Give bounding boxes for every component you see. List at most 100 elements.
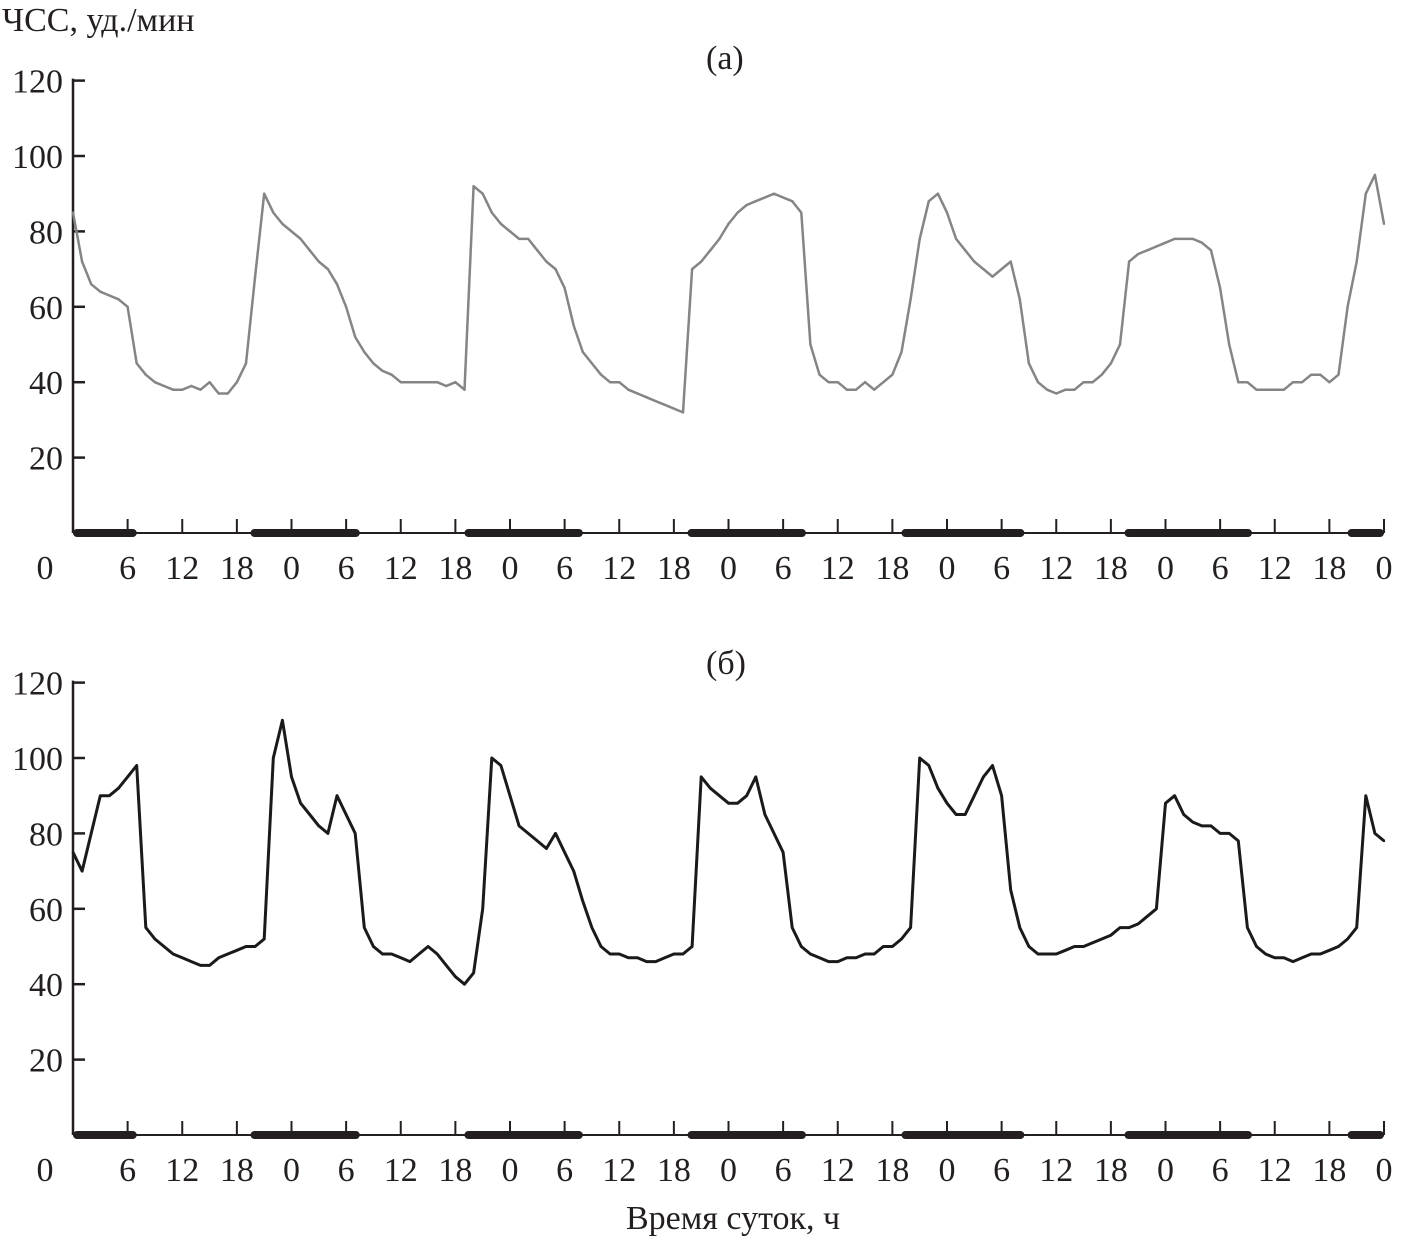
data-point bbox=[1036, 381, 1040, 384]
data-point bbox=[299, 237, 302, 241]
data-point bbox=[399, 956, 402, 960]
data-point bbox=[1182, 237, 1185, 241]
data-point bbox=[572, 869, 575, 873]
data-point bbox=[135, 764, 138, 767]
data-point bbox=[290, 775, 293, 779]
y-tick-label: 60 bbox=[29, 290, 63, 327]
data-point bbox=[772, 192, 776, 195]
data-point bbox=[1273, 956, 1276, 960]
data-point bbox=[590, 926, 594, 929]
data-point bbox=[763, 196, 767, 199]
data-point bbox=[1009, 260, 1012, 263]
data-point bbox=[1209, 249, 1213, 252]
x-tick-label: 18 bbox=[220, 1152, 254, 1189]
night-period-bar bbox=[250, 529, 360, 537]
y-tick-label: 120 bbox=[12, 64, 63, 101]
data-point bbox=[417, 381, 421, 384]
data-point bbox=[1027, 945, 1031, 948]
data-point bbox=[99, 290, 102, 293]
x-tick-label: 0 bbox=[502, 550, 519, 587]
data-point bbox=[727, 802, 730, 805]
data-point bbox=[390, 952, 393, 956]
data-point bbox=[945, 802, 949, 805]
data-point bbox=[445, 384, 448, 388]
data-point bbox=[1191, 237, 1195, 241]
night-period-bar bbox=[1347, 1131, 1384, 1139]
data-point bbox=[836, 381, 839, 384]
data-point bbox=[1264, 388, 1267, 391]
x-tick-label: 12 bbox=[821, 1152, 855, 1189]
data-point bbox=[481, 907, 484, 910]
data-point bbox=[709, 249, 712, 252]
y-tick-label: 40 bbox=[29, 967, 63, 1004]
data-point bbox=[1209, 824, 1213, 828]
data-point bbox=[1246, 381, 1249, 384]
data-point bbox=[1000, 794, 1003, 797]
data-point bbox=[317, 824, 321, 828]
data-point bbox=[1100, 937, 1103, 941]
x-tick-label: 6 bbox=[775, 1152, 792, 1189]
data-point bbox=[344, 813, 348, 816]
data-point bbox=[426, 945, 430, 948]
data-point bbox=[618, 952, 621, 956]
data-point bbox=[608, 952, 612, 956]
data-point bbox=[90, 282, 93, 286]
data-point bbox=[663, 956, 666, 960]
data-point bbox=[827, 381, 830, 384]
data-point bbox=[645, 396, 648, 399]
x-tick-label: 12 bbox=[165, 550, 199, 587]
data-point bbox=[699, 775, 703, 779]
data-point bbox=[909, 926, 912, 929]
data-point bbox=[690, 267, 694, 271]
x-tick-label: 12 bbox=[165, 1152, 199, 1189]
x-tick-label: 0 bbox=[1376, 1152, 1393, 1189]
night-period-bar bbox=[464, 1131, 583, 1139]
data-point bbox=[718, 794, 721, 797]
data-point bbox=[554, 267, 557, 271]
x-tick-label: 6 bbox=[1212, 550, 1229, 587]
x-tick-label: 18 bbox=[657, 1152, 691, 1189]
data-point bbox=[1255, 388, 1258, 391]
data-point bbox=[781, 851, 785, 854]
data-point bbox=[1064, 949, 1067, 952]
data-point bbox=[1355, 260, 1358, 263]
data-point bbox=[1091, 381, 1094, 384]
data-point bbox=[1118, 926, 1122, 929]
data-point bbox=[199, 964, 202, 967]
data-point bbox=[818, 956, 821, 960]
data-point bbox=[791, 926, 794, 929]
data-point bbox=[126, 305, 129, 308]
data-point bbox=[90, 832, 93, 835]
data-point bbox=[572, 324, 575, 327]
data-point bbox=[262, 937, 266, 941]
data-point bbox=[827, 960, 830, 963]
data-point bbox=[1109, 362, 1113, 365]
data-point bbox=[599, 945, 603, 948]
data-point bbox=[964, 813, 967, 816]
data-point bbox=[235, 949, 239, 952]
x-tick-label: 18 bbox=[657, 550, 691, 587]
y-tick-label: 20 bbox=[29, 441, 63, 478]
data-point bbox=[1100, 373, 1103, 376]
data-point bbox=[272, 211, 275, 214]
data-point bbox=[335, 282, 339, 286]
data-point bbox=[1082, 381, 1085, 384]
data-point bbox=[891, 373, 894, 376]
data-point bbox=[1382, 222, 1386, 226]
data-point bbox=[627, 388, 630, 391]
data-point bbox=[1300, 381, 1304, 384]
y-tick-label: 100 bbox=[12, 741, 63, 778]
data-point bbox=[272, 756, 275, 760]
data-point bbox=[454, 381, 457, 384]
data-point bbox=[181, 956, 184, 960]
x-tick-label: 12 bbox=[1258, 550, 1292, 587]
data-point bbox=[153, 381, 157, 384]
data-point bbox=[108, 294, 111, 297]
data-point bbox=[435, 952, 439, 956]
data-point bbox=[390, 373, 393, 376]
data-point bbox=[982, 775, 985, 779]
data-point bbox=[244, 362, 248, 365]
data-point bbox=[1045, 952, 1049, 956]
